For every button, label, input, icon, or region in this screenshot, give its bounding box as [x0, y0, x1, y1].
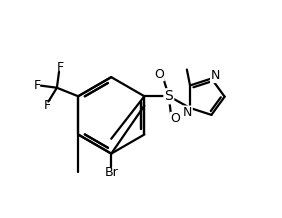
- Text: Br: Br: [104, 166, 118, 179]
- Text: F: F: [34, 79, 41, 92]
- Text: F: F: [44, 99, 51, 112]
- Text: O: O: [170, 112, 180, 126]
- Text: O: O: [154, 68, 164, 81]
- Text: N: N: [183, 106, 192, 119]
- Text: F: F: [56, 61, 64, 75]
- Text: S: S: [164, 89, 173, 103]
- Text: N: N: [211, 70, 220, 82]
